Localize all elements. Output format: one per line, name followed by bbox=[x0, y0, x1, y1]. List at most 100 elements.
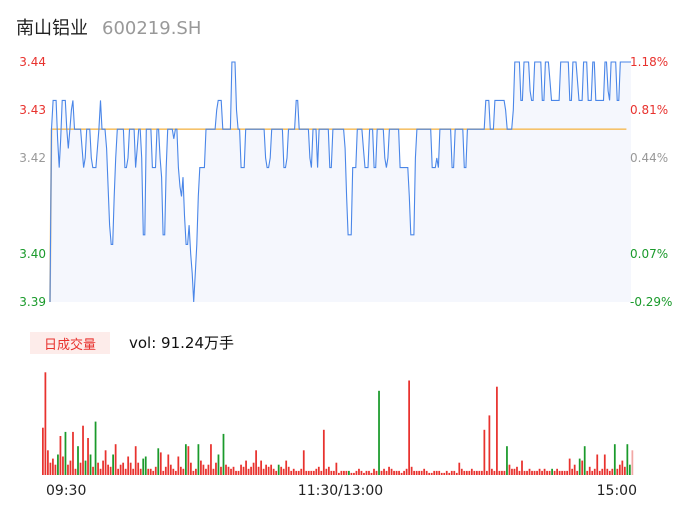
volume-bar bbox=[270, 464, 273, 475]
volume-bar bbox=[496, 386, 498, 475]
volume-bar bbox=[581, 460, 584, 475]
volume-bar bbox=[277, 464, 280, 475]
volume-bar bbox=[430, 472, 433, 475]
right-tick-label: 0.44% bbox=[630, 151, 668, 165]
volume-bar bbox=[310, 470, 313, 475]
volume-bar bbox=[212, 468, 215, 475]
volume-bar bbox=[265, 464, 268, 475]
volume-bar bbox=[543, 468, 546, 475]
volume-bar bbox=[127, 456, 130, 475]
volume-bar bbox=[335, 462, 338, 475]
volume-bar bbox=[566, 470, 569, 475]
volume-bar bbox=[350, 472, 353, 475]
volume-bar bbox=[425, 470, 428, 475]
volume-bar bbox=[57, 454, 59, 475]
volume-bar bbox=[117, 468, 120, 475]
left-tick-label: 3.43 bbox=[19, 103, 46, 117]
volume-bar bbox=[373, 468, 375, 475]
stock-header: 南山铝业 600219.SH bbox=[16, 14, 202, 39]
volume-bar bbox=[338, 472, 340, 475]
left-tick-label: 3.44 bbox=[19, 55, 46, 69]
volume-bar bbox=[104, 450, 107, 475]
volume-bar bbox=[631, 450, 634, 475]
volume-bar bbox=[626, 444, 629, 475]
volume-bar bbox=[455, 472, 458, 475]
volume-bar bbox=[169, 464, 172, 475]
volume-bar bbox=[230, 468, 232, 475]
volume-bar bbox=[119, 464, 122, 475]
volume-bar bbox=[420, 470, 423, 475]
volume-bar bbox=[618, 464, 621, 475]
volume-bar bbox=[87, 438, 89, 475]
volume-bar bbox=[134, 446, 137, 475]
price-area-fill bbox=[50, 62, 631, 302]
volume-bar bbox=[97, 462, 99, 475]
volume-bar bbox=[79, 462, 82, 475]
volume-bar bbox=[280, 466, 283, 475]
volume-bar bbox=[385, 470, 388, 475]
volume-bar bbox=[190, 462, 192, 475]
volume-bar bbox=[172, 468, 175, 475]
volume-bar bbox=[521, 460, 523, 475]
volume-bar bbox=[297, 470, 300, 475]
volume-bar bbox=[380, 470, 383, 475]
volume-bar bbox=[588, 466, 591, 475]
volume-bar bbox=[561, 470, 564, 475]
volume-bar bbox=[538, 468, 541, 475]
volume-bar bbox=[137, 462, 140, 475]
volume-bar bbox=[578, 458, 581, 475]
volume-bar bbox=[576, 470, 579, 475]
volume-bar bbox=[398, 470, 400, 475]
volume-tab-badge[interactable]: 日成交量 bbox=[30, 332, 110, 354]
volume-bar bbox=[54, 464, 57, 475]
volume-bar bbox=[124, 468, 127, 475]
time-axis: 09:30 11:30/13:00 15:00 bbox=[46, 483, 637, 499]
right-tick-label: 1.18% bbox=[630, 55, 668, 69]
left-price-axis: 3.44 3.43 3.42 3.40 3.39 bbox=[19, 55, 46, 309]
volume-bar bbox=[498, 470, 501, 475]
volume-bar bbox=[463, 470, 466, 475]
volume-bar bbox=[305, 470, 308, 475]
volume-bar bbox=[433, 470, 436, 475]
volume-bar bbox=[501, 470, 503, 475]
volume-bar bbox=[177, 456, 180, 475]
volume-bar bbox=[596, 454, 599, 475]
volume-bar bbox=[556, 468, 558, 475]
volume-bar bbox=[448, 472, 451, 475]
volume-bar bbox=[62, 456, 64, 475]
volume-bar bbox=[508, 464, 511, 475]
volume-bar bbox=[245, 460, 247, 475]
volume-bar bbox=[511, 468, 513, 475]
volume-bar bbox=[102, 460, 104, 475]
volume-bar bbox=[383, 468, 385, 475]
volume-bar bbox=[435, 470, 438, 475]
volume-bar bbox=[202, 464, 205, 475]
volume-bar bbox=[523, 470, 526, 475]
volume-bar bbox=[44, 372, 47, 475]
volume-bar bbox=[423, 468, 426, 475]
volume-total-label: vol: 91.24万手 bbox=[129, 334, 234, 352]
volume-bar bbox=[69, 460, 72, 475]
volume-bar bbox=[410, 466, 413, 475]
volume-bar bbox=[92, 466, 94, 475]
volume-bar bbox=[493, 470, 496, 475]
volume-bar bbox=[531, 470, 533, 475]
volume-bar bbox=[59, 436, 62, 475]
volume-bar bbox=[247, 468, 250, 475]
volume-bar bbox=[132, 468, 135, 475]
volume-bar bbox=[551, 468, 553, 475]
volume-bar bbox=[42, 427, 44, 475]
time-tick-label: 11:30/13:00 bbox=[298, 483, 383, 499]
volume-bar bbox=[536, 470, 538, 475]
volume-bar bbox=[586, 470, 589, 475]
volume-bar bbox=[74, 468, 77, 475]
stock-code: 600219.SH bbox=[102, 18, 202, 39]
volume-bar bbox=[225, 464, 227, 475]
volume-bar bbox=[327, 466, 330, 475]
volume-bar bbox=[470, 468, 473, 475]
volume-bar bbox=[149, 468, 152, 475]
volume-bar bbox=[598, 470, 601, 475]
volume-bar bbox=[460, 468, 463, 475]
volume-bar bbox=[368, 470, 370, 475]
volume-bar bbox=[295, 470, 298, 475]
